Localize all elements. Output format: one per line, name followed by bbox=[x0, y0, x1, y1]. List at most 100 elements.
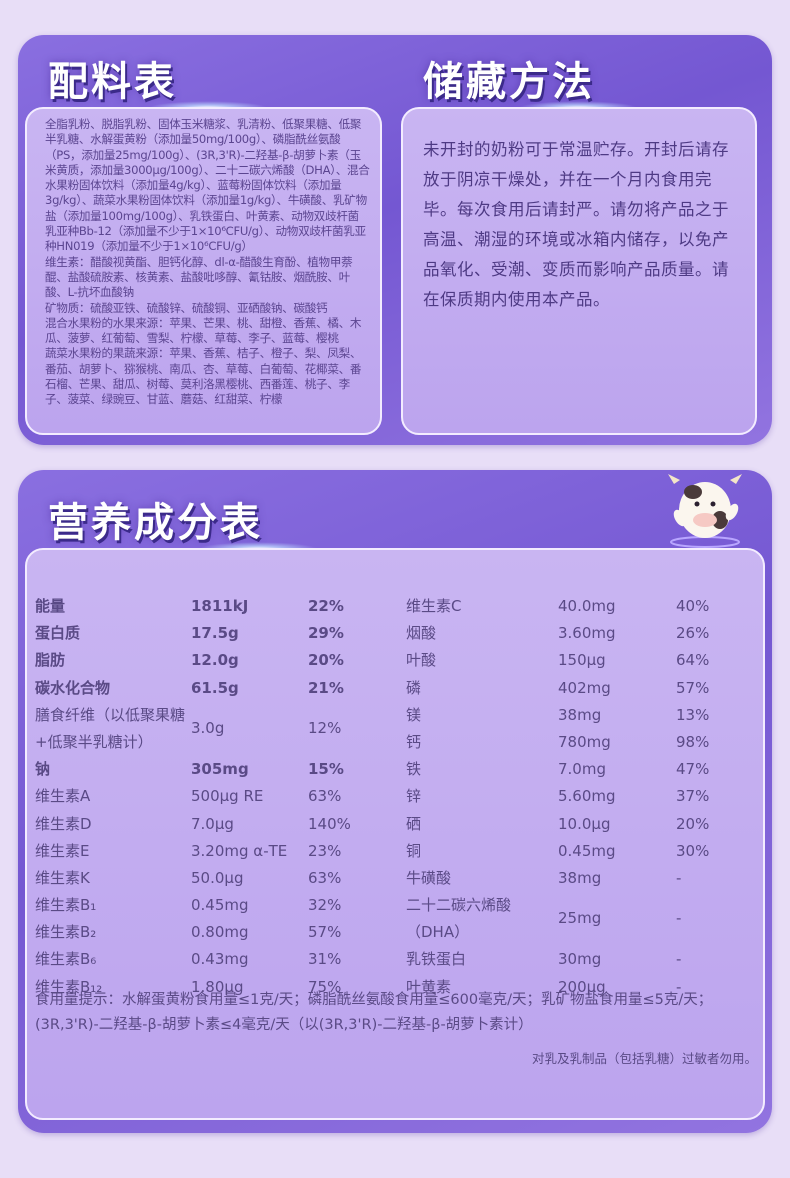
nutrient-nrv: 20% bbox=[308, 651, 344, 670]
nutrient-name: 维生素D bbox=[35, 814, 92, 833]
nutrient-name: 烟酸 bbox=[406, 624, 437, 643]
nutrient-nrv: 57% bbox=[676, 678, 710, 697]
nutrient-nrv: 63% bbox=[308, 787, 342, 806]
nutrition-card: 营养成分表 能量 1811kJ 22% 蛋白质 17.5g 29% 脂肪 12.0g 20% 碳水… bbox=[18, 470, 772, 1133]
nutrition-row: 乳铁蛋白 30mg - bbox=[406, 946, 756, 973]
nutrient-nrv: - bbox=[676, 909, 682, 928]
nutrient-name: 维生素E bbox=[35, 841, 90, 860]
nutrient-amount: 38mg bbox=[558, 868, 602, 887]
nutrient-amount: 1811kJ bbox=[191, 597, 249, 615]
ingredients-storage-card: 配料表 储藏方法 全脂乳粉、脱脂乳粉、固体玉米糖浆、乳清粉、低聚果糖、低聚半乳糖… bbox=[18, 35, 772, 445]
ingredients-fruit-sources: 混合水果粉的水果来源：苹果、芒果、桃、甜橙、香蕉、橘、木瓜、菠萝、红葡萄、雪梨、… bbox=[45, 315, 362, 346]
nutrient-nrv: 32% bbox=[308, 896, 342, 915]
nutrient-amount: 0.80mg bbox=[191, 923, 249, 942]
nutrition-row: 维生素K 50.0μg 63% bbox=[35, 865, 395, 892]
nutrition-row: 维生素E 3.20mg α-TE 23% bbox=[35, 838, 395, 865]
nutrient-amount: 500μg RE bbox=[191, 787, 264, 806]
nutrient-name: 维生素A bbox=[35, 787, 91, 806]
nutrient-amount: 150μg bbox=[558, 651, 606, 670]
nutrient-nrv: 75% bbox=[308, 977, 342, 996]
nutrition-column-right: 维生素C 40.0mg 40% 烟酸 3.60mg 26% 叶酸 150μg 64% 磷 402mg… bbox=[406, 593, 756, 1001]
allergy-warning: 对乳及乳制品（包括乳糖）过敏者勿用。 bbox=[531, 1051, 757, 1066]
nutrition-row: 脂肪 12.0g 20% bbox=[35, 647, 395, 674]
nutrition-row: 碳水化合物 61.5g 21% bbox=[35, 675, 395, 702]
nutrient-amount: 0.45mg bbox=[558, 841, 616, 860]
nutrient-name: 能量 bbox=[35, 597, 66, 615]
cow-mascot-icon bbox=[668, 474, 742, 548]
nutrition-row: 能量 1811kJ 22% bbox=[35, 593, 395, 620]
nutrition-row: 牛磺酸 38mg - bbox=[406, 865, 756, 892]
nutrient-nrv: 12% bbox=[308, 718, 342, 737]
nutrient-name: 维生素B₁ bbox=[35, 896, 97, 915]
nutrient-name: 锌 bbox=[406, 787, 422, 806]
nutrient-nrv: 98% bbox=[676, 732, 710, 751]
nutrient-nrv: 37% bbox=[676, 787, 710, 806]
nutrition-title: 营养成分表 bbox=[48, 500, 263, 546]
nutrient-amount: 780mg bbox=[558, 732, 611, 751]
nutrient-amount: 25mg bbox=[558, 909, 602, 928]
nutrient-name: 镁 bbox=[406, 705, 422, 724]
nutrition-row: 钠 305mg 15% bbox=[35, 756, 395, 783]
nutrient-name: 乳铁蛋白 bbox=[406, 950, 467, 969]
nutrient-amount: 3.60mg bbox=[558, 624, 616, 643]
nutrient-name: 维生素B₁₂ bbox=[35, 977, 103, 996]
nutrient-nrv: 20% bbox=[676, 814, 710, 833]
nutrition-row: 硒 10.0μg 20% bbox=[406, 811, 756, 838]
nutrient-amount: 50.0μg bbox=[191, 868, 244, 887]
ingredients-vitamins: 维生素：醋酸视黄酯、胆钙化醇、dl-α-醋酸生育酚、植物甲萘醌、盐酸硫胺素、核黄… bbox=[45, 254, 353, 300]
nutrient-amount: 0.45mg bbox=[191, 896, 249, 915]
nutrient-amount: 12.0g bbox=[191, 651, 239, 670]
nutrient-name: 铁 bbox=[406, 760, 422, 779]
nutrient-nrv: 23% bbox=[308, 841, 342, 860]
nutrient-name: 膳食纤维（以低聚果糖+低聚半乳糖计） bbox=[35, 705, 186, 751]
nutrient-amount: 40.0mg bbox=[558, 597, 616, 615]
nutrient-amount: 38mg bbox=[558, 705, 602, 724]
nutrient-nrv: - bbox=[676, 977, 682, 996]
ingredients-box: 全脂乳粉、脱脂乳粉、固体玉米糖浆、乳清粉、低聚果糖、低聚半乳糖、水解蛋黄粉（添加… bbox=[25, 107, 382, 435]
nutrition-row: 磷 402mg 57% bbox=[406, 675, 756, 702]
nutrition-row: 膳食纤维（以低聚果糖+低聚半乳糖计） 3.0g 12% bbox=[35, 702, 395, 756]
ingredients-title: 配料表 bbox=[48, 59, 177, 105]
nutrient-name: 叶酸 bbox=[406, 651, 437, 670]
storage-box: 未开封的奶粉可于常温贮存。开封后请存放于阴凉干燥处，并在一个月内食用完毕。每次食… bbox=[401, 107, 757, 435]
nutrient-name: 维生素K bbox=[35, 868, 90, 887]
nutrition-row: 维生素D 7.0μg 140% bbox=[35, 811, 395, 838]
nutrient-nrv: 40% bbox=[676, 597, 710, 615]
nutrient-name: 蛋白质 bbox=[35, 624, 81, 643]
nutrition-column-left: 能量 1811kJ 22% 蛋白质 17.5g 29% 脂肪 12.0g 20% 碳水化合物 61.… bbox=[35, 593, 395, 1001]
nutrient-name: 钠 bbox=[35, 760, 51, 779]
nutrient-amount: 5.60mg bbox=[558, 787, 616, 806]
nutrient-nrv: 15% bbox=[308, 760, 344, 779]
nutrient-name: 磷 bbox=[406, 678, 422, 697]
nutrient-amount: 402mg bbox=[558, 678, 611, 697]
nutrition-row: 叶黄素 200μg - bbox=[406, 974, 756, 1001]
ingredients-minerals: 矿物质：硫酸亚铁、硫酸锌、硫酸铜、亚硒酸钠、碳酸钙 bbox=[45, 300, 328, 315]
nutrient-name: 维生素B₆ bbox=[35, 950, 97, 969]
nutrient-name: 二十二碳六烯酸（DHA） bbox=[406, 896, 512, 942]
storage-text: 未开封的奶粉可于常温贮存。开封后请存放于阴凉干燥处，并在一个月内食用完毕。每次食… bbox=[423, 140, 729, 309]
nutrient-nrv: 29% bbox=[308, 624, 344, 643]
nutrient-nrv: 63% bbox=[308, 868, 342, 887]
nutrition-row: 叶酸 150μg 64% bbox=[406, 647, 756, 674]
nutrition-row: 铜 0.45mg 30% bbox=[406, 838, 756, 865]
nutrition-row: 镁 38mg 13% bbox=[406, 702, 756, 729]
nutrient-nrv: 64% bbox=[676, 651, 710, 670]
nutrition-row: 锌 5.60mg 37% bbox=[406, 783, 756, 810]
nutrition-table-box: 能量 1811kJ 22% 蛋白质 17.5g 29% 脂肪 12.0g 20% 碳水化合物 61.… bbox=[25, 548, 765, 1120]
nutrition-row: 维生素B₁ 0.45mg 32% bbox=[35, 892, 395, 919]
nutrient-amount: 30mg bbox=[558, 950, 602, 969]
ingredients-veg-sources: 蔬菜水果粉的果蔬来源：苹果、香蕉、桔子、橙子、梨、凤梨、番茄、胡萝卜、猕猴桃、南… bbox=[45, 346, 362, 407]
storage-title: 储藏方法 bbox=[423, 59, 595, 105]
nutrient-name: 碳水化合物 bbox=[35, 678, 111, 697]
nutrient-name: 脂肪 bbox=[35, 651, 66, 670]
nutrient-amount: 200μg bbox=[558, 977, 606, 996]
nutrition-row: 铁 7.0mg 47% bbox=[406, 756, 756, 783]
nutrient-name: 牛磺酸 bbox=[406, 868, 452, 887]
nutrient-nrv: 140% bbox=[308, 814, 351, 833]
nutrient-name: 叶黄素 bbox=[406, 977, 452, 996]
nutrient-nrv: - bbox=[676, 868, 682, 887]
nutrient-nrv: 22% bbox=[308, 597, 344, 615]
nutrition-row: 维生素A 500μg RE 63% bbox=[35, 783, 395, 810]
nutrient-name: 钙 bbox=[406, 732, 422, 751]
nutrient-amount: 17.5g bbox=[191, 624, 239, 643]
